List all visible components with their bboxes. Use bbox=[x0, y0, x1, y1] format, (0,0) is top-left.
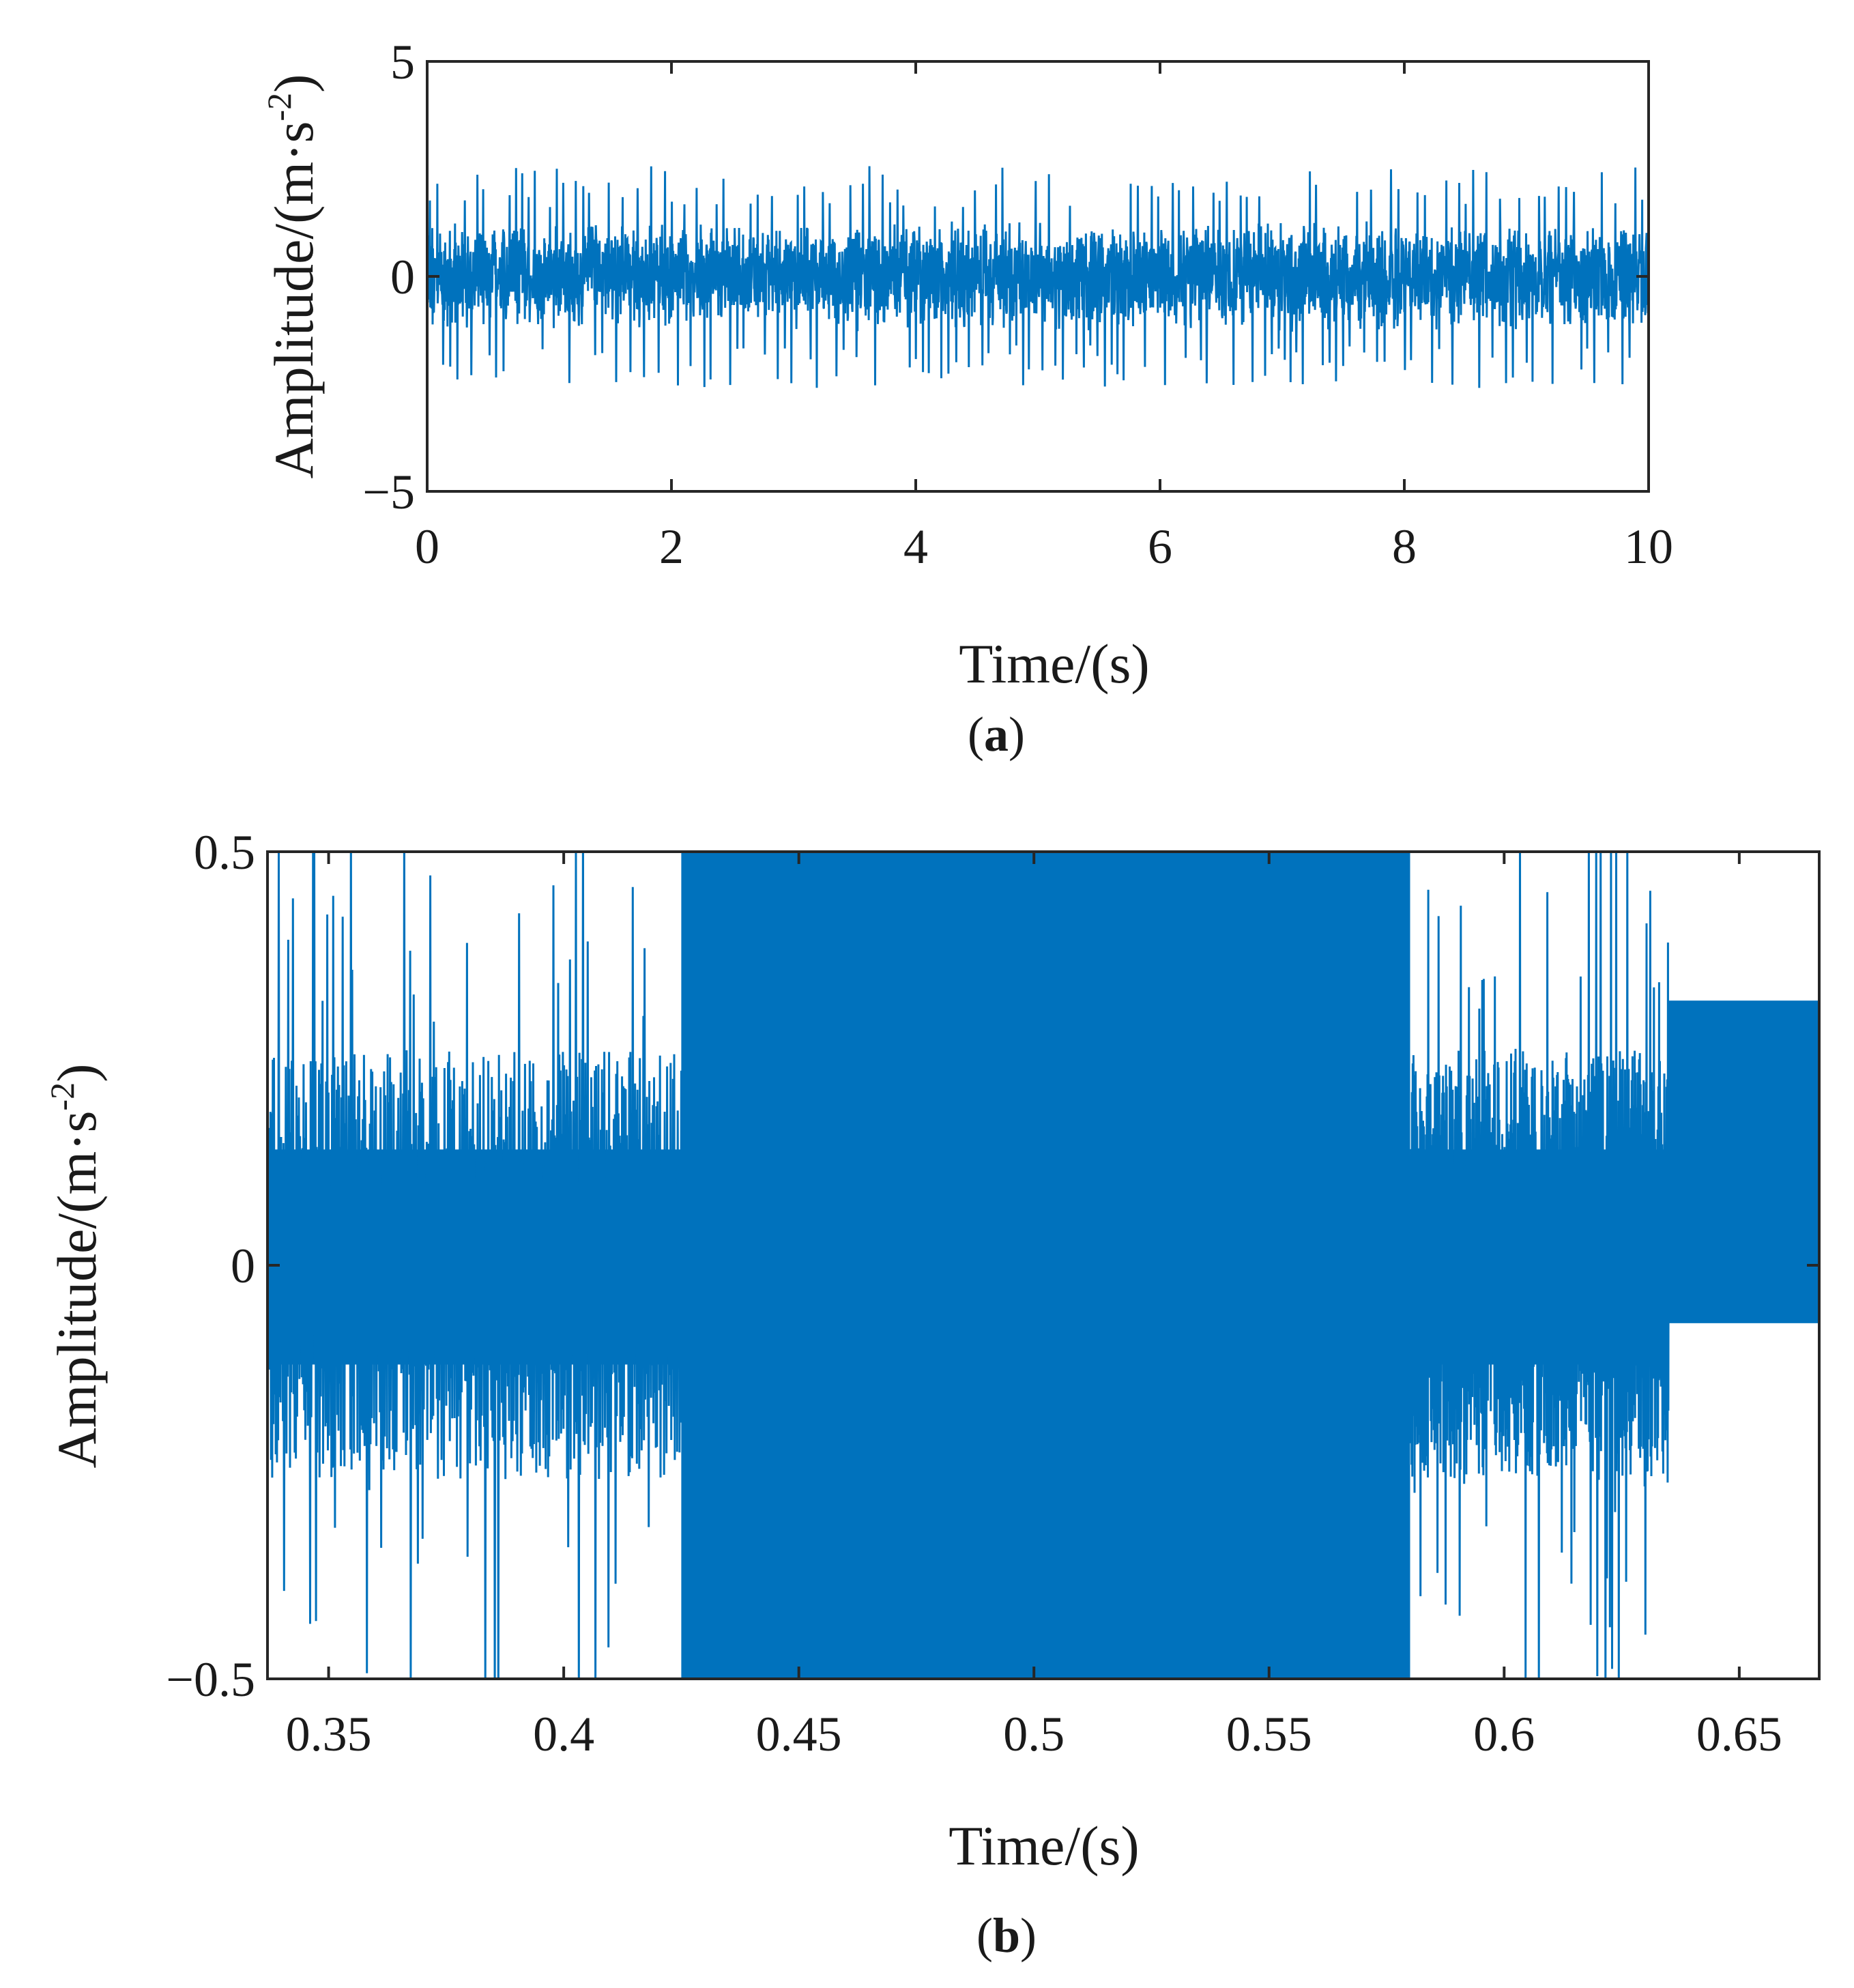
x-tick-label: 2 bbox=[659, 519, 684, 574]
panel-b-y-label-close: ) bbox=[46, 1064, 108, 1082]
panel-a-caption: (a) bbox=[968, 707, 1025, 762]
x-tick-label: 6 bbox=[1148, 519, 1172, 574]
panel-b-y-axis-label: Amplitude/(m·s-2) bbox=[43, 1064, 108, 1469]
panel-a-caption-close: ) bbox=[1009, 707, 1025, 762]
panel-b-series bbox=[267, 852, 1819, 1679]
x-tick-label: 0.55 bbox=[1226, 1707, 1312, 1761]
y-tick-label: 0 bbox=[231, 1239, 255, 1293]
panel-a-y-ticks: −5 0 5 bbox=[362, 35, 1649, 519]
panel-b-caption-letter: b bbox=[993, 1908, 1020, 1963]
panel-a-y-axis-label: Amplitude/(m·s-2) bbox=[260, 74, 325, 479]
panel-b-chart: 0.35 0.4 0.45 0.5 0.55 0.6 0.65 −0.5 0 0.5 Time/… bbox=[43, 825, 1821, 1963]
panel-b-y-label-main: Amplitude/(m·s bbox=[46, 1111, 108, 1469]
x-tick-label: 0.45 bbox=[756, 1707, 842, 1761]
x-tick-label: 0.35 bbox=[286, 1707, 372, 1761]
panel-b-signal-group bbox=[267, 852, 1819, 1679]
panel-a-y-label-sup: -2 bbox=[260, 93, 298, 121]
x-tick-label: 0.65 bbox=[1696, 1707, 1782, 1761]
panel-a-y-label-main: Amplitude/(m·s bbox=[263, 121, 325, 479]
panel-b-saturated-block bbox=[681, 852, 1410, 1679]
panel-a-series bbox=[426, 166, 1650, 388]
panel-a-x-axis-label: Time/(s) bbox=[959, 633, 1149, 695]
panel-a-signal-line bbox=[426, 166, 1650, 388]
panel-a-x-ticks: 0 2 4 6 8 10 bbox=[415, 61, 1673, 574]
panel-b-y-label-sup: -2 bbox=[43, 1082, 81, 1111]
panel-b-x-ticks: 0.35 0.4 0.45 0.5 0.55 0.6 0.65 bbox=[286, 852, 1782, 1761]
x-tick-label: 0.4 bbox=[533, 1707, 594, 1761]
panel-b-caption-close: ) bbox=[1020, 1908, 1037, 1963]
panel-b-band-block bbox=[1668, 1000, 1819, 1323]
x-tick-label: 0.6 bbox=[1473, 1707, 1535, 1761]
x-tick-label: 10 bbox=[1624, 519, 1673, 574]
panel-b-caption: (b) bbox=[976, 1908, 1037, 1963]
panel-b-caption-open: ( bbox=[976, 1908, 993, 1963]
panel-a-caption-letter: a bbox=[984, 707, 1009, 762]
panel-a-caption-open: ( bbox=[968, 707, 984, 762]
panel-a-y-label-close: ) bbox=[263, 74, 325, 93]
panel-a-chart: 0 2 4 6 8 10 −505 Time/(s) Amplitude/(m·s-2) … bbox=[260, 35, 1673, 762]
x-tick-label: 4 bbox=[903, 519, 928, 574]
panel-b-x-axis-label: Time/(s) bbox=[948, 1815, 1139, 1877]
y-tick-label: 0 bbox=[390, 250, 415, 304]
panel-b-y-ticks: −0.5 0 0.5 bbox=[166, 825, 1819, 1707]
x-tick-label: 0 bbox=[415, 519, 439, 574]
panel-b-noise-line bbox=[1409, 852, 1670, 1679]
y-tick-label: −0.5 bbox=[166, 1652, 255, 1707]
y-tick-label: −5 bbox=[362, 465, 415, 519]
x-tick-label: 0.5 bbox=[1003, 1707, 1064, 1761]
x-tick-label: 8 bbox=[1392, 519, 1417, 574]
y-tick-label: 0.5 bbox=[194, 825, 255, 880]
y-tick-label: 5 bbox=[390, 35, 415, 89]
panel-b-noise-line bbox=[267, 852, 682, 1679]
